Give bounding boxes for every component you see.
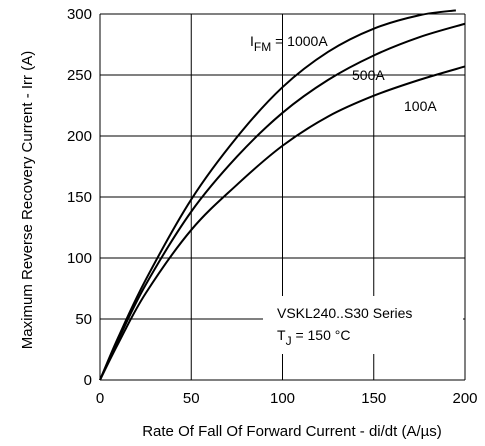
series-name-label: VSKL240..S30 Series — [277, 305, 412, 321]
grid — [99, 13, 466, 381]
x-tick-label: 150 — [361, 390, 386, 407]
series-line-1000a — [99, 9, 457, 381]
annotation-box — [263, 296, 463, 354]
series-label-500a: 500A — [352, 67, 385, 83]
x-tick-label: 200 — [452, 390, 477, 407]
y-tick-label: 200 — [67, 128, 92, 145]
series-lines — [99, 9, 466, 381]
y-tick-label: 300 — [67, 6, 92, 23]
y-axis-label: Maximum Reverse Recovery Current - Irr (… — [19, 51, 36, 349]
y-tick-label: 0 — [84, 372, 92, 389]
y-tick-label: 250 — [67, 67, 92, 84]
x-tick-label: 50 — [183, 390, 200, 407]
series-line-500a — [99, 22, 466, 381]
series-label-1000a: IFM = 1000A — [250, 33, 328, 54]
x-tick-label: 0 — [96, 390, 104, 407]
x-tick-label: 100 — [270, 390, 295, 407]
series-line-100a — [99, 65, 466, 381]
x-axis-label: Rate Of Fall Of Forward Current - di/dt … — [142, 423, 442, 440]
series-label-100a: 100A — [404, 98, 437, 114]
y-tick-label: 150 — [67, 189, 92, 206]
y-tick-label: 50 — [75, 311, 92, 328]
y-tick-label: 100 — [67, 250, 92, 267]
junction-temperature-label: TJ = 150 °C — [277, 327, 350, 348]
tick-labels: 0 50 100 150 200 0 50 100 150 200 250 300 — [67, 6, 478, 407]
